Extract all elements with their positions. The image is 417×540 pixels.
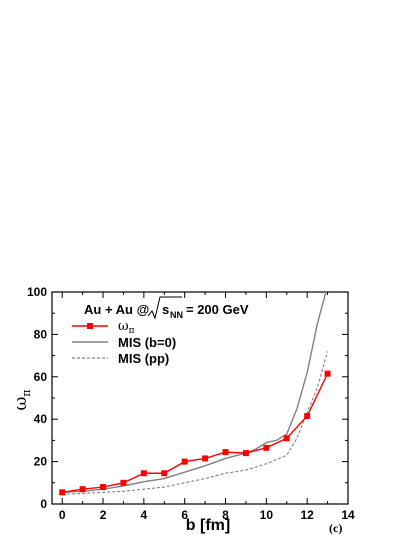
legend-omega-marker <box>87 323 93 329</box>
data-point <box>263 444 270 451</box>
plot-frame <box>51 291 349 505</box>
annotation-sqrt-text: s <box>162 302 169 317</box>
x-tick-label: 6 <box>181 508 188 522</box>
annotation-value-text: = 200 GeV <box>186 302 249 317</box>
tick-labels: 0 2 4 6 8 10 12 14 0 20 40 60 80 100 <box>27 285 355 522</box>
data-point <box>202 455 209 462</box>
series-line-2 <box>62 351 329 496</box>
x-tick-label: 10 <box>260 508 274 522</box>
series-line-0 <box>62 373 329 494</box>
legend-mis-pp-label: MIS (pp) <box>118 351 169 366</box>
panel-label: (c) <box>329 521 342 535</box>
data-point <box>140 470 147 477</box>
annotation-text: Au + Au @ <box>84 302 149 317</box>
y-axis-title: ωπ <box>11 389 33 410</box>
x-tick-label: 8 <box>222 508 229 522</box>
annotation-sub-text: NN <box>170 310 183 320</box>
series-group <box>59 292 331 496</box>
legend-omega-label: ωπ <box>118 319 135 336</box>
data-point <box>181 458 188 465</box>
data-point <box>59 489 66 496</box>
y-tick-label: 0 <box>40 497 47 511</box>
data-point <box>324 370 331 377</box>
data-point <box>120 479 127 486</box>
y-tick-label: 60 <box>34 370 48 384</box>
y-tick-label: 40 <box>34 412 48 426</box>
x-tick-label: 14 <box>341 508 355 522</box>
legend-mis-b0-label: MIS (b=0) <box>118 335 176 350</box>
data-point <box>283 435 290 442</box>
data-point <box>304 413 311 420</box>
series-line-1 <box>62 292 327 494</box>
x-tick-label: 12 <box>300 508 314 522</box>
data-point <box>161 470 168 477</box>
legend: Au + Au @ s NN = 200 GeV ωπ MIS (b=0) MI… <box>72 296 249 366</box>
plot-border <box>51 291 349 505</box>
data-point <box>242 450 249 457</box>
axis-ticks <box>52 291 349 505</box>
data-point <box>100 484 107 491</box>
series-layer <box>59 292 331 496</box>
y-tick-label: 100 <box>27 285 47 299</box>
x-tick-label: 2 <box>100 508 107 522</box>
x-tick-label: 4 <box>141 508 148 522</box>
x-axis-title: b [fm] <box>186 517 230 534</box>
data-point <box>222 449 229 456</box>
y-tick-label: 20 <box>34 455 48 469</box>
x-tick-label: 0 <box>59 508 66 522</box>
data-point <box>79 486 86 493</box>
y-tick-label: 80 <box>34 327 48 341</box>
sqrt-symbol <box>147 296 182 320</box>
